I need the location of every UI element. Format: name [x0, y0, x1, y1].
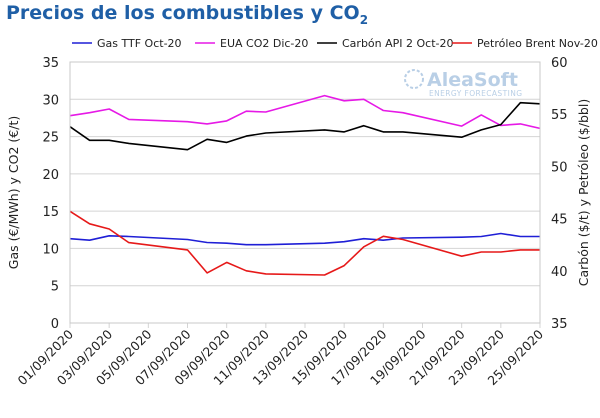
legend-label: Petróleo Brent Nov-20 — [477, 37, 598, 50]
plot-border — [69, 61, 541, 324]
y-right-tick-label: 55 — [551, 108, 568, 123]
y-left-tick-label: 30 — [42, 93, 59, 108]
legend-item: Carbón API 2 Oct-20 — [317, 37, 454, 50]
chart-title: Precios de los combustibles y CO2 — [6, 2, 368, 27]
y-left-tick-label: 35 — [42, 56, 59, 71]
watermark-logo-icon — [404, 69, 424, 89]
chart-title-text: Precios de los combustibles y CO — [6, 2, 360, 24]
y-left-axis-label: Gas (€/MWh) y CO2 (€/t) — [6, 116, 21, 269]
y-right-tick-label: 35 — [551, 317, 568, 332]
legend-label: EUA CO2 Dic-20 — [220, 37, 308, 50]
series-line-carb-n-api-2-oct-20 — [69, 101, 541, 151]
legend-item: Petróleo Brent Nov-20 — [452, 37, 598, 50]
watermark-brand: AleaSoft — [427, 69, 518, 91]
legend-item: EUA CO2 Dic-20 — [195, 37, 308, 50]
chart-title-subscript: 2 — [359, 12, 369, 27]
y-left-tick-label: 10 — [42, 242, 59, 257]
legend: Gas TTF Oct-20 EUA CO2 Dic-20 Carbón API 2… — [72, 37, 598, 50]
legend-label: Carbón API 2 Oct-20 — [342, 37, 454, 50]
legend-item: Gas TTF Oct-20 — [72, 37, 182, 50]
y-right-axis-label: Carbón ($/t) y Petróleo ($/bbl) — [576, 99, 591, 286]
y-left-tick-label: 25 — [42, 131, 59, 146]
series-line-eua-co2-dic-20 — [69, 94, 541, 130]
watermark-tagline: ENERGY FORECASTING — [429, 89, 522, 98]
y-left-tick-label: 5 — [51, 280, 59, 295]
series-line-petr-leo-brent-nov-20 — [69, 210, 540, 276]
legend-label: Gas TTF Oct-20 — [97, 37, 182, 50]
y-left-tick-label: 15 — [42, 205, 59, 220]
y-right-tick-label: 40 — [551, 265, 568, 280]
y-left-tick-label: 0 — [51, 317, 59, 332]
axes: 0510152025303535404550556001/09/202003/0… — [6, 56, 591, 388]
y-left-tick-label: 20 — [42, 168, 59, 183]
y-right-tick-label: 45 — [551, 213, 568, 228]
y-right-tick-label: 50 — [551, 160, 568, 175]
series-line-gas-ttf-oct-20 — [69, 232, 540, 246]
y-right-tick-label: 60 — [551, 56, 568, 71]
